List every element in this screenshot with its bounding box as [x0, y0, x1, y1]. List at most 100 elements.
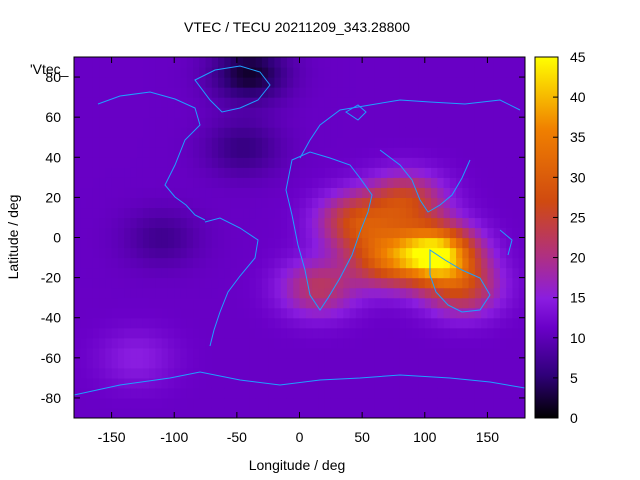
heatmap-cell: [161, 57, 169, 68]
heatmap-cell: [286, 157, 294, 168]
heatmap-cell: [368, 397, 376, 409]
heatmap-cell: [80, 97, 88, 108]
heatmap-cell: [443, 407, 451, 418]
heatmap-cell: [499, 117, 507, 128]
heatmap-cell: [349, 307, 357, 319]
heatmap-cell: [431, 207, 438, 219]
heatmap-cell: [456, 187, 463, 198]
heatmap-cell: [518, 387, 525, 399]
heatmap-cell: [443, 367, 451, 379]
heatmap-cell: [431, 277, 438, 289]
heatmap-cell: [305, 157, 313, 168]
heatmap-cell: [111, 127, 119, 138]
heatmap-cell: [80, 167, 88, 178]
heatmap-cell: [186, 157, 194, 168]
heatmap-cell: [318, 97, 326, 108]
heatmap-cell: [249, 167, 257, 178]
heatmap-cell: [174, 307, 182, 319]
heatmap-cell: [130, 207, 138, 219]
heatmap-cell: [305, 307, 313, 319]
heatmap-cell: [312, 237, 319, 249]
heatmap-cell: [424, 407, 432, 418]
heatmap-cell: [261, 227, 269, 239]
heatmap-cell: [86, 407, 94, 418]
heatmap-cell: [337, 287, 344, 299]
heatmap-cell: [74, 127, 81, 138]
heatmap-cell: [149, 387, 157, 399]
heatmap-cell: [136, 117, 144, 128]
heatmap-cell: [506, 167, 514, 178]
heatmap-cell: [399, 307, 407, 319]
heatmap-cell: [355, 287, 363, 299]
heatmap-cell: [205, 147, 213, 158]
heatmap-cell: [142, 267, 150, 279]
heatmap-cell: [462, 357, 470, 369]
heatmap-cell: [155, 237, 163, 249]
heatmap-cell: [136, 357, 144, 369]
heatmap-cell: [487, 157, 495, 168]
heatmap-cell: [418, 367, 426, 379]
heatmap-cell: [161, 277, 169, 289]
heatmap-cell: [211, 167, 219, 178]
heatmap-cell: [186, 137, 194, 148]
heatmap-cell: [374, 207, 382, 219]
heatmap-cell: [142, 297, 150, 309]
heatmap-cell: [86, 297, 94, 309]
heatmap-cell: [437, 397, 445, 409]
heatmap-cell: [462, 407, 470, 418]
heatmap-cell: [224, 297, 232, 309]
heatmap-cell: [405, 407, 413, 418]
heatmap-cell: [337, 167, 344, 178]
heatmap-cell: [330, 217, 338, 229]
heatmap-cell: [86, 127, 94, 138]
heatmap-cell: [399, 257, 407, 269]
heatmap-cell: [105, 117, 113, 128]
heatmap-cell: [337, 327, 344, 339]
heatmap-cell: [380, 57, 388, 68]
heatmap-cell: [324, 407, 332, 418]
heatmap-cell: [499, 217, 507, 229]
heatmap-cell: [412, 277, 420, 289]
heatmap-cell: [349, 97, 357, 108]
heatmap-cell: [481, 317, 489, 329]
heatmap-cell: [468, 407, 476, 418]
heatmap-cell: [243, 357, 250, 369]
heatmap-cell: [111, 317, 119, 329]
heatmap-cell: [499, 327, 507, 339]
heatmap-cell: [224, 187, 232, 198]
heatmap-cell: [299, 367, 307, 379]
heatmap-cell: [337, 367, 344, 379]
heatmap-cell: [167, 397, 175, 409]
heatmap-cell: [130, 67, 138, 78]
heatmap-cell: [337, 57, 344, 68]
heatmap-cell: [518, 117, 525, 128]
heatmap-cell: [199, 147, 207, 158]
heatmap-cell: [167, 127, 175, 138]
heatmap-cell: [86, 347, 94, 359]
heatmap-cell: [236, 117, 244, 128]
heatmap-cell: [355, 377, 363, 389]
heatmap-cell: [161, 357, 169, 369]
heatmap-cell: [481, 367, 489, 379]
heatmap-cell: [124, 167, 131, 178]
heatmap-cell: [117, 187, 125, 198]
heatmap-cell: [130, 227, 138, 239]
heatmap-cell: [117, 117, 125, 128]
heatmap-cell: [161, 67, 169, 78]
heatmap-cell: [437, 297, 445, 309]
heatmap-cell: [337, 237, 344, 249]
heatmap-cell: [274, 267, 282, 279]
heatmap-cell: [424, 217, 432, 229]
heatmap-cell: [124, 307, 131, 319]
heatmap-cell: [456, 377, 463, 389]
heatmap-cell: [280, 387, 288, 399]
heatmap-cell: [387, 297, 395, 309]
heatmap-cell: [305, 67, 313, 78]
heatmap-cell: [155, 207, 163, 219]
heatmap-cell: [487, 317, 495, 329]
heatmap-cell: [99, 227, 106, 239]
heatmap-cell: [86, 387, 94, 399]
heatmap-cell: [249, 377, 257, 389]
heatmap-cell: [155, 107, 163, 118]
heatmap-cell: [111, 327, 119, 339]
